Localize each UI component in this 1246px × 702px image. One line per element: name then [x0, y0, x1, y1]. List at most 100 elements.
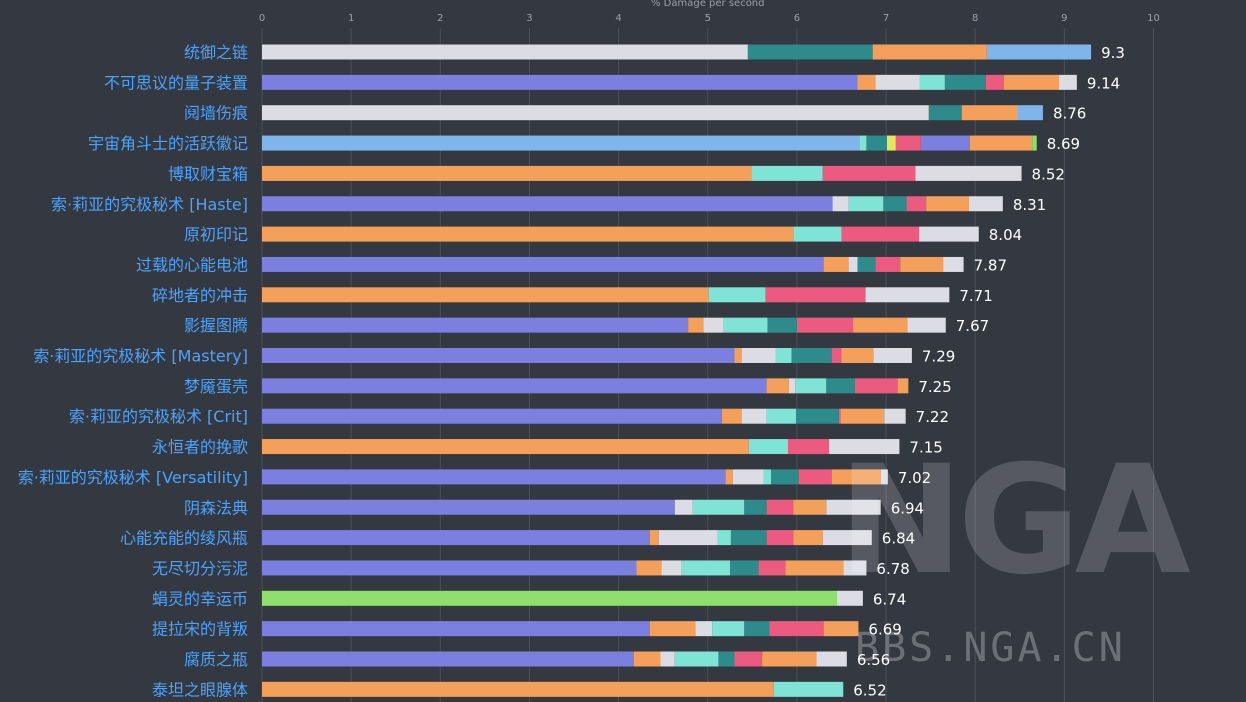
bar-segment [969, 135, 1033, 151]
category-label: 阴森法典 [184, 498, 248, 517]
bar-total-label: 6.69 [868, 621, 901, 639]
bar-segment [884, 408, 906, 424]
bar-segment [762, 651, 817, 667]
bar-total-label: 7.25 [918, 378, 951, 396]
bar-segment [751, 165, 823, 181]
category-label: 原初印记 [184, 225, 248, 244]
bar-segment [766, 408, 797, 424]
bar-segment [857, 74, 876, 90]
bar-segment [730, 560, 759, 576]
bar-segment [262, 348, 735, 363]
bar-segment [741, 408, 767, 424]
bar-total-label: 7.87 [974, 256, 1007, 274]
category-label: 永恒者的挽歌 [152, 438, 248, 457]
bar-total-label: 6.84 [882, 530, 915, 548]
bar-segment [734, 348, 742, 363]
bar-segment [822, 165, 916, 181]
category-label: 影握图腾 [184, 316, 248, 335]
bar-segment [744, 621, 770, 637]
bar-segment [262, 499, 675, 515]
x-tick-label: 1 [348, 13, 354, 24]
category-label: 索·莉亚的究极秘术 [Crit] [69, 407, 248, 426]
bar-segment [766, 530, 794, 546]
bar-segment [859, 135, 867, 151]
bar-segment [822, 530, 872, 546]
bar-segment [744, 499, 767, 515]
bar-segment [262, 226, 794, 242]
bar-segment [708, 287, 766, 303]
bar-segment [262, 590, 838, 606]
bar-segment [873, 348, 912, 363]
category-label: 碎地者的冲击 [152, 286, 248, 305]
bar-total-label: 6.94 [891, 499, 924, 517]
bar-segment [837, 590, 863, 606]
category-label: 无尽切分污泥 [152, 559, 248, 578]
bar-segment [712, 621, 745, 637]
bar-segment [262, 651, 634, 667]
bar-segment [766, 499, 794, 515]
bar-segment [758, 560, 786, 576]
bar-segment [831, 348, 842, 363]
bar-segment [725, 469, 733, 485]
bar-segment [763, 469, 772, 485]
bar-segment [796, 317, 854, 333]
bar-segment [775, 348, 792, 363]
bar-segment [674, 651, 719, 667]
x-tick-label: 8 [972, 13, 978, 24]
bar-segment [748, 439, 788, 455]
bar-segment [723, 317, 768, 333]
bar-segment [848, 256, 858, 272]
bar-segment [826, 378, 855, 394]
bar-segment [857, 256, 876, 272]
category-label: 梦魇蛋壳 [184, 377, 248, 396]
bar-segment [883, 196, 907, 212]
category-label: 索·莉亚的究极秘术 [Versatility] [18, 468, 248, 487]
bar-segment [703, 317, 724, 333]
bar-segment [886, 135, 896, 151]
bar-segment [843, 560, 867, 576]
category-label: 过载的心能电池 [136, 255, 248, 274]
bar-segment [793, 499, 827, 515]
bar-segment [793, 530, 823, 546]
bar-segment [765, 287, 866, 303]
bar-segment [674, 499, 693, 515]
x-axis-title: % Damage per second [651, 0, 765, 9]
x-tick-label: 5 [705, 13, 711, 24]
bar-segment [747, 44, 873, 60]
bar-total-label: 7.29 [922, 348, 955, 366]
bar-segment [907, 317, 946, 333]
bar-segment [262, 378, 767, 394]
bar-segment [767, 317, 797, 333]
bar-segment [262, 621, 650, 637]
x-tick-label: 3 [526, 13, 532, 24]
bar-segment [722, 408, 742, 424]
bar-segment [1059, 74, 1077, 90]
category-label: 索·莉亚的究极秘术 [Mastery] [33, 347, 248, 366]
bar-segment [831, 469, 881, 485]
category-label: 提拉宋的背叛 [152, 620, 248, 639]
bar-segment [262, 135, 860, 151]
bar-segment [828, 439, 900, 455]
x-tick-label: 10 [1147, 13, 1160, 24]
bar-segment [880, 469, 888, 485]
category-label: 蜎灵的幸运币 [152, 589, 248, 608]
category-label: 腐质之瓶 [184, 650, 248, 669]
bar-segment [262, 196, 833, 212]
bar-segment [636, 560, 662, 576]
bar-total-label: 8.31 [1013, 196, 1046, 214]
bar-segment [262, 256, 824, 272]
bar-total-label: 9.14 [1087, 74, 1120, 92]
bar-segment [785, 560, 844, 576]
bar-segment [262, 408, 723, 424]
bar-segment [730, 530, 767, 546]
bar-segment [853, 317, 908, 333]
bar-segment [895, 135, 921, 151]
bar-total-label: 8.69 [1047, 135, 1080, 153]
bar-segment [262, 317, 689, 333]
bar-segment [926, 196, 969, 212]
bar-total-label: 7.02 [898, 469, 931, 487]
bar-segment [985, 74, 1004, 90]
bar-segment [826, 499, 881, 515]
x-tick-label: 2 [437, 13, 443, 24]
